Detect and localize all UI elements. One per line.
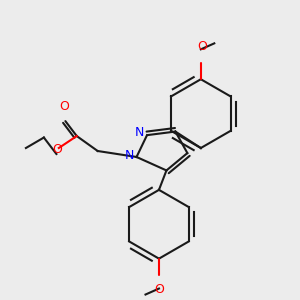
Text: O: O xyxy=(154,284,164,296)
Text: O: O xyxy=(52,143,62,156)
Text: O: O xyxy=(197,40,207,53)
Text: N: N xyxy=(135,126,144,139)
Text: N: N xyxy=(124,149,134,162)
Text: O: O xyxy=(59,100,69,113)
